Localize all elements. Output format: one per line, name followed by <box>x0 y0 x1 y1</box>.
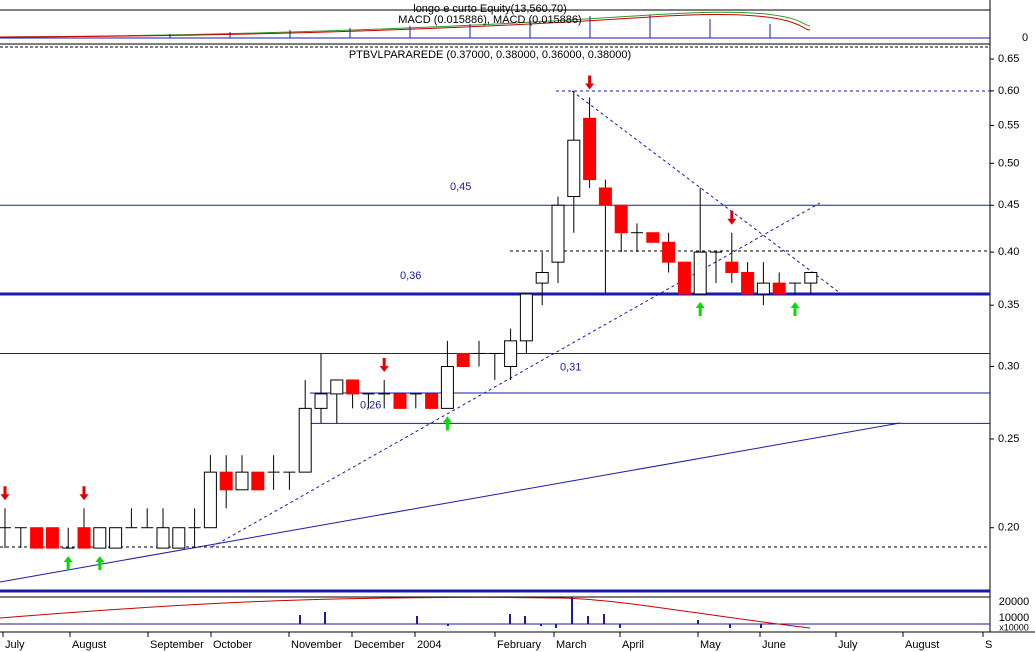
macd-signal <box>0 14 811 38</box>
level-label: 0,31 <box>560 361 581 373</box>
y-tick-label: 0.30 <box>998 360 1019 372</box>
x-tick-label: August <box>72 639 106 651</box>
candle-body <box>172 527 186 549</box>
buy-arrow <box>63 556 73 571</box>
y-tick-label: 0.25 <box>998 433 1019 445</box>
candle-body <box>156 527 170 549</box>
sell-arrow <box>727 210 737 225</box>
trend-line <box>211 202 821 548</box>
buy-arrow <box>95 556 105 571</box>
candle-body <box>456 352 470 367</box>
candle-body <box>772 282 786 295</box>
candle-body <box>393 393 407 409</box>
candle-body <box>45 527 59 549</box>
y-tick-label: 0.50 <box>998 157 1019 169</box>
candle-body <box>614 204 628 234</box>
x-tick-label: April <box>622 639 644 651</box>
volume-average <box>0 596 811 629</box>
x-tick-label: June <box>762 639 786 651</box>
level-label: 0,45 <box>450 181 471 193</box>
candle-body <box>77 527 91 549</box>
macd-histogram <box>169 15 771 38</box>
sell-arrow <box>379 357 389 372</box>
candle-body <box>725 261 739 273</box>
buy-arrow <box>695 301 705 316</box>
candle-body <box>330 379 344 395</box>
sell-arrow <box>585 75 595 90</box>
candle-body <box>583 117 597 181</box>
sell-arrow <box>79 486 89 501</box>
macd-title: MACD (0.015886), MACD (0.015886) <box>398 14 581 26</box>
x-tick-label: August <box>905 639 939 651</box>
candle-body <box>535 271 549 284</box>
candle-body <box>804 271 818 284</box>
candle-body <box>519 293 533 342</box>
volume-tick: 10000 <box>999 612 1030 624</box>
macd-tick: 0 <box>1022 32 1028 44</box>
candle-body <box>235 471 249 491</box>
candle-body <box>662 241 676 263</box>
candle-body <box>314 393 328 409</box>
volume-tick: 20000 <box>999 596 1030 608</box>
x-tick-label: February <box>497 639 542 651</box>
candle-body <box>203 471 217 529</box>
candle-body <box>346 379 360 395</box>
x-tick-label: July <box>5 639 25 651</box>
candle-body <box>646 232 660 243</box>
candle-body <box>677 261 691 295</box>
candle-body <box>30 527 44 549</box>
candle-body <box>219 471 233 491</box>
candle-body <box>425 393 439 409</box>
candle-body <box>93 527 107 549</box>
buy-arrow <box>790 301 800 316</box>
buy-arrow <box>442 416 452 431</box>
trend-line <box>571 90 841 294</box>
candle-body <box>251 471 265 491</box>
macd-line <box>0 11 811 38</box>
candle-body <box>741 271 755 295</box>
volume-bar <box>299 597 762 628</box>
candle-body <box>109 527 123 549</box>
x-tick-label: May <box>700 639 721 651</box>
y-tick-label: 0.60 <box>998 85 1019 97</box>
y-tick-label: 0.35 <box>998 299 1019 311</box>
candle-body <box>551 204 565 263</box>
level-label: 0,36 <box>400 270 421 282</box>
candle-body <box>567 139 581 198</box>
x-tick-label: September <box>150 639 204 651</box>
candle-body <box>440 365 454 409</box>
x-tick-label: December <box>354 639 405 651</box>
trend-line <box>0 422 901 583</box>
y-tick-label: 0.20 <box>998 522 1019 534</box>
x-tick-label: March <box>556 639 587 651</box>
x-tick-label: November <box>291 639 342 651</box>
x-tick-label: October <box>213 639 252 651</box>
candle-body <box>298 407 312 473</box>
level-label: 0,26 <box>360 399 381 411</box>
chart-title: PTBVLPARAREDE (0.37000, 0.38000, 0.36000… <box>349 49 631 61</box>
y-tick-label: 0.55 <box>998 119 1019 131</box>
candle-body <box>693 251 707 295</box>
volume-unit: x10000 <box>999 622 1029 632</box>
equity-title: longo e curto Equity(13,560.70) <box>413 3 567 15</box>
candle-body <box>756 282 770 295</box>
x-tick-label: July <box>838 639 858 651</box>
candle-body <box>504 340 518 367</box>
y-tick-label: 0.45 <box>998 199 1019 211</box>
sell-arrow <box>0 486 10 501</box>
y-tick-label: 0.65 <box>998 53 1019 65</box>
x-tick-label: 2004 <box>417 639 441 651</box>
x-tick-label: S <box>985 639 992 651</box>
y-tick-label: 0.40 <box>998 246 1019 258</box>
candle-body <box>598 187 612 206</box>
